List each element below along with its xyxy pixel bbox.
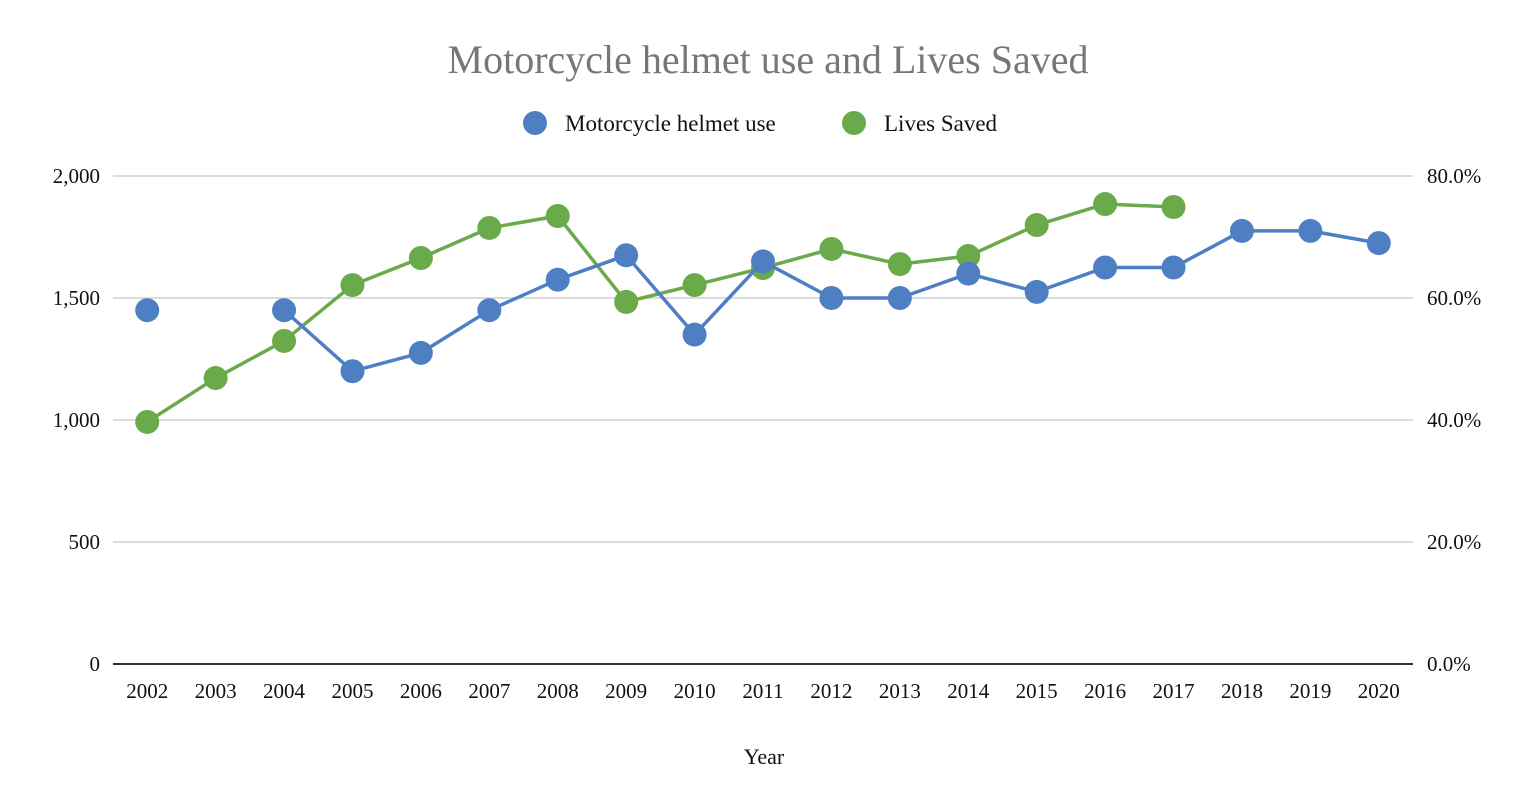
y2-tick-label: 40.0%	[1427, 408, 1481, 432]
chart-title: Motorcycle helmet use and Lives Saved	[448, 37, 1089, 82]
x-tick-label: 2020	[1358, 679, 1400, 703]
data-point-motorcycle-helmet-use	[819, 286, 844, 310]
data-point-motorcycle-helmet-use	[545, 267, 570, 292]
data-point-motorcycle-helmet-use	[477, 298, 502, 323]
legend-marker-lives-saved	[842, 111, 866, 135]
data-point-lives-saved	[203, 366, 228, 391]
data-point-lives-saved	[1024, 213, 1049, 238]
data-point-motorcycle-helmet-use	[135, 298, 160, 323]
x-tick-label: 2002	[126, 679, 168, 703]
x-tick-label: 2010	[674, 679, 716, 703]
data-point-lives-saved	[340, 273, 365, 298]
x-tick-label: 2015	[1016, 679, 1058, 703]
x-tick-label: 2005	[331, 679, 373, 703]
data-point-motorcycle-helmet-use	[1229, 218, 1254, 243]
x-tick-label: 2011	[742, 679, 783, 703]
legend: Motorcycle helmet use Lives Saved	[523, 111, 998, 136]
data-point-lives-saved	[614, 289, 639, 314]
data-point-motorcycle-helmet-use	[408, 340, 433, 365]
x-tick-label: 2018	[1221, 679, 1263, 703]
data-point-motorcycle-helmet-use	[682, 322, 707, 347]
data-point-motorcycle-helmet-use	[1024, 279, 1049, 304]
data-point-motorcycle-helmet-use	[751, 249, 775, 274]
y-tick-label: 2,000	[53, 164, 100, 188]
y2-tick-label: 0.0%	[1427, 652, 1471, 676]
x-tick-label: 2014	[947, 679, 990, 703]
data-point-lives-saved	[887, 252, 912, 277]
x-tick-label: 2012	[810, 679, 852, 703]
legend-label-lives-saved: Lives Saved	[884, 111, 998, 136]
data-point-lives-saved	[1161, 194, 1186, 219]
y2-tick-label: 80.0%	[1427, 164, 1481, 188]
x-tick-label: 2004	[263, 679, 306, 703]
x-axis-label: Year	[744, 744, 785, 769]
legend-marker-helmet-use	[523, 111, 547, 135]
legend-label-helmet-use: Motorcycle helmet use	[565, 111, 776, 136]
data-point-lives-saved	[545, 204, 570, 229]
x-tick-label: 2016	[1084, 679, 1126, 703]
data-point-motorcycle-helmet-use	[340, 359, 365, 384]
data-point-lives-saved	[956, 244, 981, 269]
y-tick-label: 0	[90, 652, 101, 676]
x-tick-label: 2007	[468, 679, 510, 703]
data-point-motorcycle-helmet-use	[272, 298, 297, 323]
x-tick-label: 2017	[1153, 679, 1195, 703]
y-tick-label: 500	[69, 530, 101, 554]
data-point-lives-saved	[272, 328, 297, 353]
data-point-motorcycle-helmet-use	[1298, 218, 1323, 243]
series-line-lives-saved	[146, 202, 1174, 424]
x-tick-label: 2013	[879, 679, 921, 703]
x-tick-label: 2003	[195, 679, 237, 703]
data-point-lives-saved	[135, 409, 160, 434]
data-point-lives-saved	[477, 215, 502, 240]
x-tick-label: 2006	[400, 679, 442, 703]
data-point-lives-saved	[408, 245, 433, 270]
data-point-motorcycle-helmet-use	[1366, 231, 1391, 256]
data-point-lives-saved	[1093, 192, 1118, 217]
data-point-motorcycle-helmet-use	[887, 286, 912, 310]
data-point-motorcycle-helmet-use	[1161, 255, 1186, 280]
y2-tick-label: 20.0%	[1427, 530, 1481, 554]
x-tick-label: 2009	[605, 679, 647, 703]
data-point-motorcycle-helmet-use	[614, 243, 639, 268]
x-tick-label: 2019	[1289, 679, 1331, 703]
y-tick-label: 1,000	[53, 408, 100, 432]
data-point-lives-saved	[682, 273, 707, 298]
data-point-motorcycle-helmet-use	[956, 261, 981, 286]
y-tick-label: 1,500	[53, 286, 100, 310]
x-tick-label: 2008	[537, 679, 579, 703]
data-point-lives-saved	[819, 236, 844, 261]
y2-tick-label: 60.0%	[1427, 286, 1481, 310]
data-point-motorcycle-helmet-use	[1093, 255, 1118, 280]
